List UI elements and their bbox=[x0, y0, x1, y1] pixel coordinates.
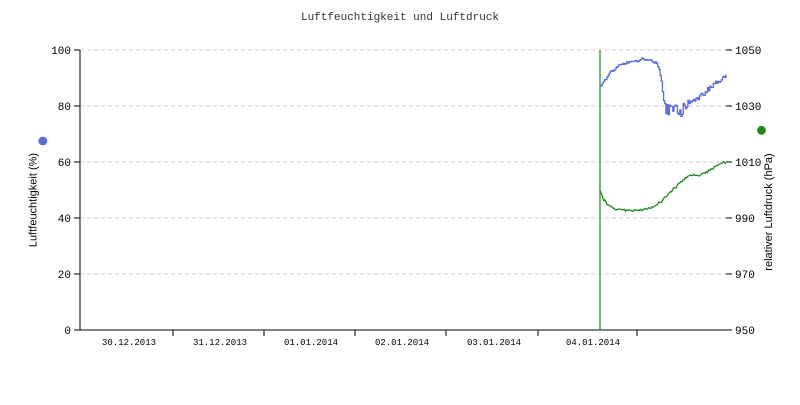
svg-text:Luftfeuchtigkeit und Luftdruck: Luftfeuchtigkeit und Luftdruck bbox=[301, 12, 499, 24]
svg-text:80: 80 bbox=[58, 102, 71, 114]
svg-text:1010: 1010 bbox=[735, 158, 761, 170]
svg-text:990: 990 bbox=[735, 214, 755, 226]
svg-text:0: 0 bbox=[64, 326, 71, 338]
svg-text:20: 20 bbox=[58, 270, 71, 282]
svg-text:02.01.2014: 02.01.2014 bbox=[375, 338, 429, 348]
svg-text:31.12.2013: 31.12.2013 bbox=[193, 338, 247, 348]
svg-text:40: 40 bbox=[58, 214, 71, 226]
svg-text:01.01.2014: 01.01.2014 bbox=[284, 338, 338, 348]
svg-text:970: 970 bbox=[735, 270, 755, 282]
svg-text:1030: 1030 bbox=[735, 102, 761, 114]
svg-text:1050: 1050 bbox=[735, 46, 761, 58]
svg-text:950: 950 bbox=[735, 326, 755, 338]
svg-text:100: 100 bbox=[51, 46, 71, 58]
svg-text:03.01.2014: 03.01.2014 bbox=[467, 338, 521, 348]
svg-text:60: 60 bbox=[58, 158, 71, 170]
svg-text:30.12.2013: 30.12.2013 bbox=[102, 338, 156, 348]
svg-text:relativer Luftdruck (hPa): relativer Luftdruck (hPa) bbox=[763, 153, 775, 270]
svg-text:04.01.2014: 04.01.2014 bbox=[566, 338, 620, 348]
svg-text:Luftfeuchtigkeit (%): Luftfeuchtigkeit (%) bbox=[28, 153, 40, 247]
